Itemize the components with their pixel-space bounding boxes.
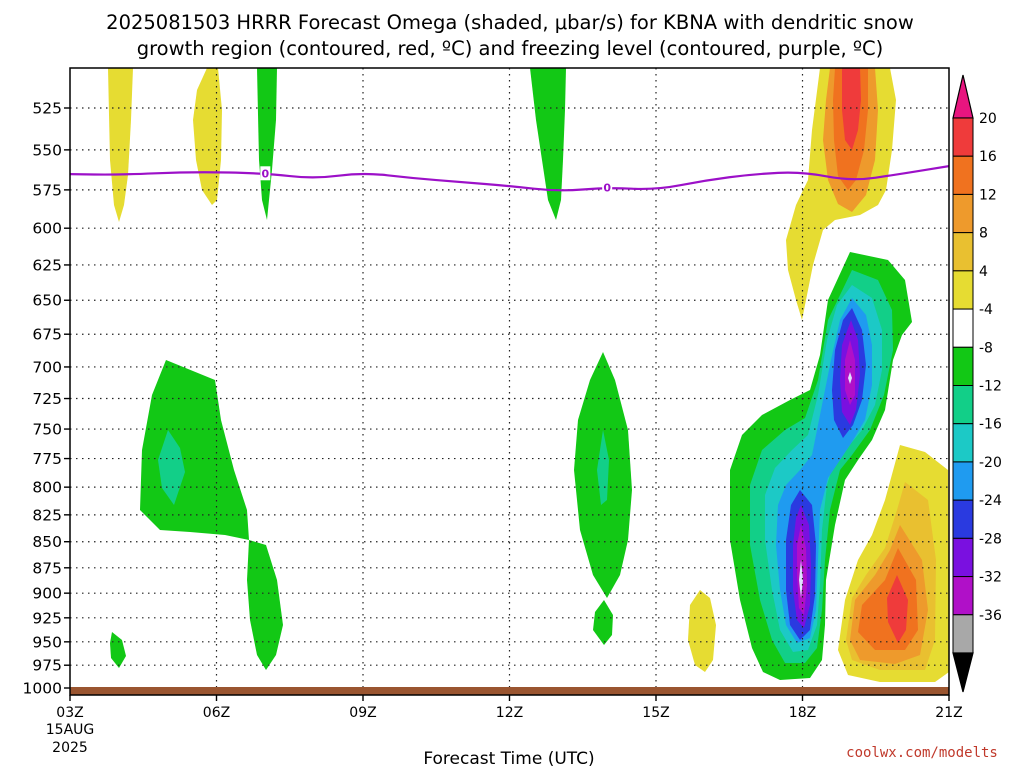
x-axis: 03Z 06Z 09Z 12Z 15Z 18Z 21Z	[56, 695, 963, 721]
colorbar-swatch	[952, 423, 974, 463]
y-tick-label: 800	[32, 479, 62, 497]
omega-area	[593, 600, 613, 645]
colorbar: 20 16 12 8 4 -4 -8 -12 -16 -20 -24 -28 -32 -36	[952, 74, 1002, 693]
x-tick-label: 21Z	[935, 705, 962, 721]
y-tick-label: 775	[32, 450, 62, 468]
colorbar-swatch	[952, 614, 974, 654]
y-tick-label: 1000	[23, 680, 62, 698]
x-axis-label: Forecast Time (UTC)	[423, 749, 594, 768]
omega-area	[247, 540, 283, 670]
colorbar-swatch	[952, 576, 974, 616]
chart-title-line2: growth region (contoured, red, ºC) and f…	[137, 37, 884, 60]
y-tick-label: 950	[32, 633, 62, 651]
colorbar-swatch	[952, 346, 974, 386]
colorbar-swatch	[952, 270, 974, 310]
surface-band	[70, 687, 949, 695]
x-start-year: 2025	[52, 740, 88, 756]
colorbar-swatch	[952, 385, 974, 425]
plot-area: 00	[70, 68, 949, 695]
colorbar-swatch	[952, 499, 974, 539]
freezing-level-label-bg	[602, 180, 613, 195]
y-tick-label: 550	[32, 141, 62, 159]
credit-text: coolwx.com/modelts	[846, 745, 998, 761]
colorbar-label: 8	[979, 226, 988, 242]
omega-area	[108, 68, 133, 222]
colorbar-swatch	[952, 117, 974, 157]
x-tick-label: 09Z	[349, 705, 376, 721]
omega-area	[257, 68, 277, 220]
colorbar-swatch	[952, 193, 974, 234]
y-tick-label: 925	[32, 609, 62, 627]
omega-area	[848, 372, 852, 384]
omega-area	[193, 68, 222, 205]
y-tick-label: 700	[32, 358, 62, 376]
y-tick-label: 975	[32, 657, 62, 675]
colorbar-swatch	[952, 461, 974, 501]
omega-area	[688, 590, 716, 672]
y-tick-label: 900	[32, 585, 62, 603]
colorbar-label: -16	[979, 417, 1002, 433]
x-tick-label: 15Z	[642, 705, 669, 721]
chart-title-line1: 2025081503 HRRR Forecast Omega (shaded, …	[106, 11, 914, 34]
freezing-level-contour	[70, 164, 949, 192]
colorbar-swatch	[952, 155, 974, 195]
y-tick-label: 850	[32, 533, 62, 551]
colorbar-label: -28	[979, 531, 1002, 547]
x-tick-label: 12Z	[496, 705, 523, 721]
colorbar-label: -36	[979, 608, 1002, 624]
y-tick-label: 675	[32, 326, 62, 344]
y-axis: 525 550 575 600 625 650 675 700 725 750 775 800 825 8…	[23, 100, 70, 698]
omega-area	[110, 632, 126, 668]
omega-area	[597, 430, 609, 505]
colorbar-label: 12	[979, 187, 997, 203]
y-tick-label: 600	[32, 220, 62, 238]
y-tick-label: 825	[32, 506, 62, 524]
colorbar-label: 16	[979, 149, 997, 165]
y-tick-label: 525	[32, 100, 62, 118]
colorbar-label: -32	[979, 570, 1002, 586]
omega-area	[799, 560, 803, 598]
colorbar-label: -4	[979, 302, 993, 318]
omega-shading	[108, 68, 949, 682]
colorbar-swatch	[952, 308, 974, 348]
colorbar-label: -8	[979, 340, 993, 356]
freezing-level-label: 0	[262, 167, 270, 180]
colorbar-label: -12	[979, 379, 1002, 395]
colorbar-label: -24	[979, 493, 1002, 509]
freezing-level-label-bg	[260, 166, 271, 181]
x-tick-label: 03Z	[56, 705, 83, 721]
omega-area	[887, 575, 908, 643]
colorbar-swatch	[952, 537, 974, 578]
omega-area	[158, 430, 185, 505]
x-start-day: 15AUG	[46, 722, 95, 738]
freezing-level-labels: 00	[260, 166, 613, 195]
colorbar-swatch	[952, 232, 974, 272]
y-tick-label: 650	[32, 292, 62, 310]
y-tick-label: 875	[32, 559, 62, 577]
omega-area	[530, 68, 566, 220]
y-tick-label: 625	[32, 256, 62, 274]
x-tick-label: 06Z	[203, 705, 230, 721]
colorbar-label: 4	[979, 264, 988, 280]
colorbar-cap-top	[952, 74, 974, 119]
y-tick-label: 725	[32, 390, 62, 408]
y-tick-label: 575	[32, 181, 62, 199]
y-tick-label: 750	[32, 421, 62, 439]
omega-area	[140, 360, 249, 540]
x-tick-label: 18Z	[789, 705, 816, 721]
colorbar-label: 20	[979, 111, 997, 127]
colorbar-label: -20	[979, 455, 1002, 471]
freezing-level-label: 0	[603, 182, 611, 195]
omega-area	[842, 68, 861, 150]
colorbar-cap-bottom	[952, 652, 974, 693]
